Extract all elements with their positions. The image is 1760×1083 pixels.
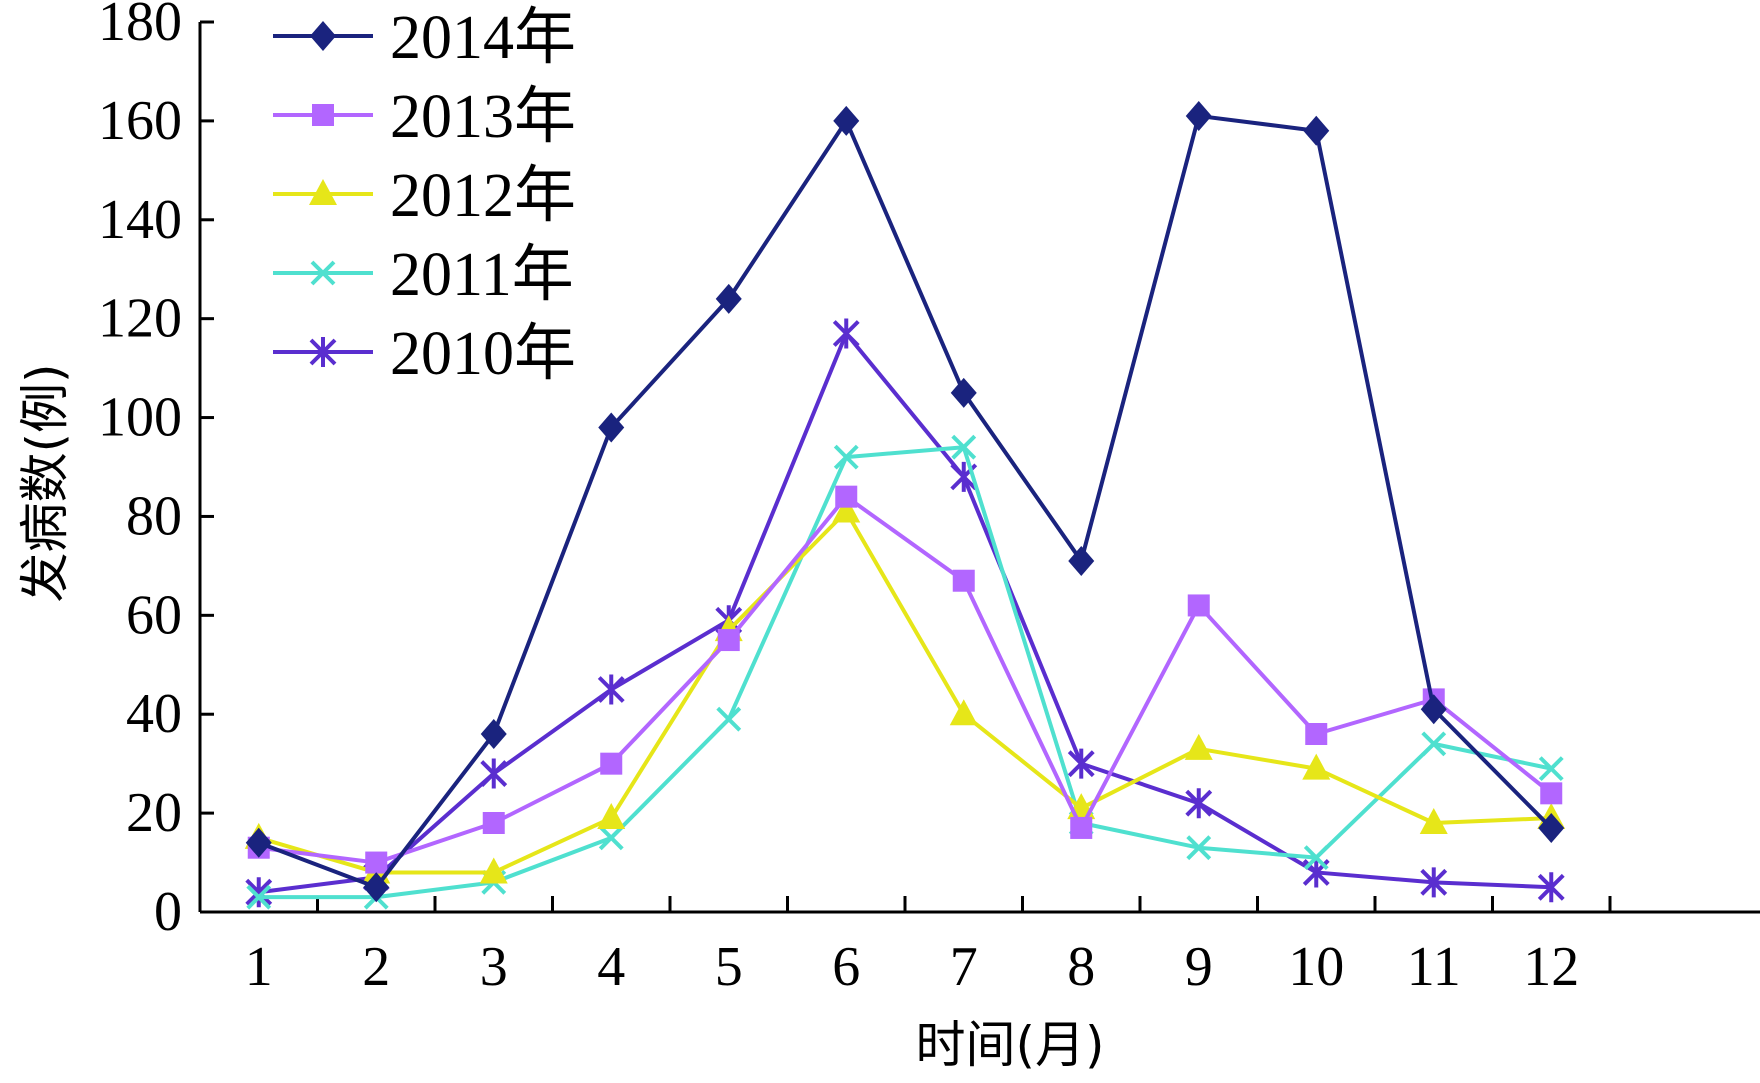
legend-item: 2013年 xyxy=(273,83,576,151)
data-point xyxy=(832,496,861,523)
data-point xyxy=(835,485,858,508)
x-tick-label: 7 xyxy=(950,936,978,998)
legend-item: 2011年 xyxy=(273,241,574,309)
x-tick-label: 4 xyxy=(597,936,625,998)
legend-label: 2013年 xyxy=(390,83,576,151)
data-point xyxy=(1070,816,1093,839)
data-point xyxy=(949,699,978,726)
series-1 xyxy=(245,100,1565,903)
data-point xyxy=(600,752,623,775)
y-tick-label: 40 xyxy=(126,683,182,745)
data-point xyxy=(1067,748,1095,779)
data-point xyxy=(597,803,626,830)
data-point xyxy=(951,434,977,460)
legend-label: 2011年 xyxy=(390,241,574,309)
legend-label: 2010年 xyxy=(390,320,576,388)
data-point xyxy=(1420,867,1448,898)
data-point xyxy=(363,872,390,903)
data-point xyxy=(950,377,977,408)
legend-item: 2012年 xyxy=(273,162,576,230)
x-tick-label: 2 xyxy=(362,936,390,998)
y-tick-label: 80 xyxy=(126,485,182,547)
data-point xyxy=(1184,733,1213,760)
data-point xyxy=(1187,594,1210,617)
data-point xyxy=(482,812,505,834)
data-point xyxy=(715,283,742,314)
x-tick-label: 8 xyxy=(1067,936,1095,998)
data-point xyxy=(1421,731,1447,757)
data-point xyxy=(1420,694,1447,725)
legend-marker xyxy=(310,21,336,51)
x-tick-label: 9 xyxy=(1185,936,1213,998)
y-tick-label: 100 xyxy=(98,387,182,449)
data-point xyxy=(1538,756,1564,782)
legend-marker xyxy=(312,104,334,126)
data-point xyxy=(245,877,273,908)
x-tick-label: 1 xyxy=(245,936,273,998)
y-tick-label: 160 xyxy=(98,90,182,152)
series-line xyxy=(258,113,1553,890)
data-point xyxy=(1303,845,1329,871)
y-tick-label: 180 xyxy=(98,0,182,53)
y-axis-title: 发病数(例) xyxy=(16,363,74,602)
legend-label: 2012年 xyxy=(390,162,576,230)
data-point xyxy=(479,857,508,884)
y-tick-label: 60 xyxy=(126,584,182,646)
series-3 xyxy=(244,496,1566,884)
data-point xyxy=(1303,115,1330,146)
x-tick-label: 5 xyxy=(715,936,743,998)
data-point xyxy=(1302,753,1331,780)
data-point xyxy=(480,719,507,749)
series-line xyxy=(258,445,1552,900)
legend-label: 2014年 xyxy=(390,4,576,72)
data-point xyxy=(1185,788,1213,819)
x-axis-title: 时间(月) xyxy=(915,1016,1104,1074)
data-point xyxy=(833,105,860,136)
y-tick-label: 20 xyxy=(126,782,182,844)
data-point xyxy=(717,629,740,652)
data-point xyxy=(1305,723,1328,745)
data-point xyxy=(1186,835,1212,861)
legend-marker xyxy=(310,260,336,286)
data-point xyxy=(952,569,975,592)
legend: 2014年 2013年 2012年 2011年 2010年 xyxy=(273,4,576,388)
data-point xyxy=(598,412,625,443)
y-tick-label: 0 xyxy=(154,881,182,943)
data-point xyxy=(245,827,272,858)
legend-marker xyxy=(309,179,337,205)
data-point xyxy=(1419,808,1448,834)
data-point xyxy=(365,851,388,874)
data-point xyxy=(832,318,860,349)
x-tick-label: 6 xyxy=(832,936,860,998)
data-point xyxy=(1540,782,1563,805)
legend-item: 2014年 xyxy=(273,4,576,72)
data-point xyxy=(598,825,624,851)
legend-marker xyxy=(309,337,337,367)
data-point xyxy=(1068,545,1095,576)
data-point xyxy=(480,758,508,789)
data-point xyxy=(1538,812,1565,843)
x-tick-label: 12 xyxy=(1523,936,1579,998)
series-layer xyxy=(244,100,1566,910)
series-line xyxy=(258,509,1552,875)
data-point xyxy=(246,884,272,910)
data-point xyxy=(597,674,625,705)
legend-item: 2010年 xyxy=(273,320,576,388)
x-tick-label: 10 xyxy=(1288,936,1344,998)
data-point xyxy=(1185,100,1212,131)
y-tick-label: 120 xyxy=(98,288,182,350)
data-point xyxy=(833,444,859,470)
x-tick-label: 11 xyxy=(1407,936,1461,998)
data-point xyxy=(716,706,742,732)
series-line xyxy=(258,494,1553,865)
series-line xyxy=(258,331,1552,895)
x-tick-label: 3 xyxy=(480,936,508,998)
y-tick-label: 140 xyxy=(98,189,182,251)
data-point xyxy=(1537,872,1565,903)
